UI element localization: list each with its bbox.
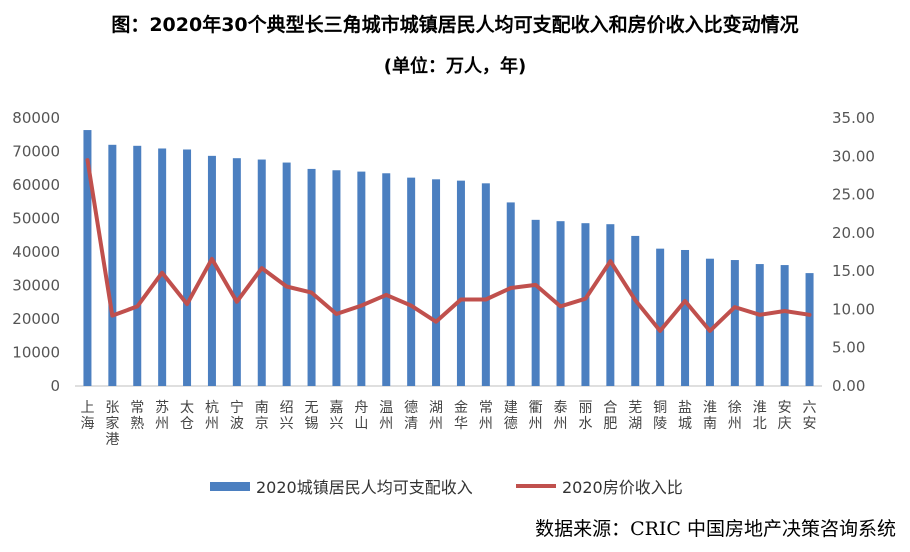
x-tick-label: 淮北: [753, 400, 767, 432]
bar: [432, 179, 441, 386]
x-tick-label: 南京: [255, 400, 269, 432]
y-left-tick-label: 20000: [12, 310, 60, 328]
x-tick-label: 衢州: [529, 399, 543, 432]
y-right-tick-label: 5.00: [832, 339, 865, 357]
y-right-tick-label: 10.00: [832, 300, 875, 318]
x-tick-label: 盐城: [678, 400, 692, 432]
data-source: 数据来源：CRIC 中国房地产决策咨询系统: [535, 518, 896, 540]
x-tick-label: 杭州: [205, 400, 219, 432]
bar: [606, 224, 615, 386]
bar: [158, 148, 167, 386]
x-tick-label: 温州: [379, 400, 393, 432]
x-tick-label: 铜陵: [653, 400, 667, 432]
bar: [755, 264, 764, 386]
x-tick-label: 常熟: [130, 400, 144, 432]
bar: [681, 249, 690, 386]
bar: [407, 177, 416, 386]
y-left-tick-label: 30000: [12, 277, 60, 295]
x-tick-label: 丽水: [578, 400, 592, 432]
x-tick-label: 宁波: [230, 399, 244, 432]
y-right-tick-label: 15.00: [832, 262, 875, 280]
chart-title: 图：2020年30个典型长三角城市城镇居民人均可支配收入和房价收入比变动情况: [111, 14, 799, 36]
bar: [531, 219, 540, 386]
bar: [556, 221, 565, 386]
bar: [183, 149, 192, 386]
x-tick-label: 上海: [80, 400, 94, 432]
legend-item-ratio: 2020房价收入比: [516, 474, 683, 498]
bar: [108, 144, 117, 386]
bar: [481, 183, 490, 386]
x-tick-label: 嘉兴: [329, 400, 343, 432]
bar: [357, 171, 366, 386]
bar: [207, 155, 216, 386]
x-tick-label: 绍兴: [280, 400, 294, 432]
x-tick-label: 六安: [803, 400, 817, 432]
x-tick-label: 泰州: [554, 400, 568, 432]
x-tick-label: 常州: [479, 400, 493, 432]
x-tick-label: 芜湖: [628, 399, 642, 432]
x-tick-label: 合肥: [603, 400, 617, 432]
y-left-tick-label: 50000: [12, 210, 60, 228]
bar: [307, 168, 316, 386]
y-right-tick-label: 20.00: [832, 224, 875, 242]
x-tick-label: 张家港: [105, 400, 119, 448]
legend: 2020城镇居民人均可支配收入 2020房价收入比: [0, 470, 910, 500]
bar: [133, 145, 142, 386]
x-tick-label: 金华: [454, 400, 468, 432]
y-right-tick-label: 30.00: [832, 147, 875, 165]
combo-chart: 0 10000 20000 30000 40000 50000 60000 70000 8000…: [12, 109, 875, 448]
bar: [805, 273, 814, 386]
x-tick-label: 安庆: [778, 400, 792, 432]
bar: [257, 159, 266, 386]
x-tick-label: 徐州: [728, 400, 742, 432]
bar: [581, 223, 590, 386]
bar: [382, 173, 391, 386]
x-tick-label: 建德: [504, 400, 518, 432]
bar: [332, 170, 341, 386]
bar: [83, 130, 92, 386]
bar: [506, 202, 515, 386]
bar: [456, 180, 465, 386]
y-left-tick-label: 70000: [12, 143, 60, 161]
x-tick-label: 苏州: [155, 400, 169, 432]
legend-swatch-bar: [210, 481, 250, 491]
x-tick-label: 太仓: [180, 400, 194, 432]
bar: [780, 265, 789, 386]
y-left-tick-label: 10000: [12, 344, 60, 362]
bar: [282, 162, 291, 386]
legend-swatch-line: [516, 484, 556, 488]
y-right-tick-label: 35.00: [832, 109, 875, 127]
legend-item-income: 2020城镇居民人均可支配收入: [210, 474, 473, 498]
y-left-tick-label: 0: [50, 377, 60, 395]
ratio-line: [85, 158, 812, 333]
y-right-tick-label: 25.00: [832, 186, 875, 204]
bar: [232, 158, 241, 386]
bar: [631, 235, 640, 386]
y-left-tick-label: 60000: [12, 176, 60, 194]
y-left-tick-label: 40000: [12, 243, 60, 261]
x-tick-label: 无锡: [305, 400, 319, 432]
legend-label-ratio: 2020房价收入比: [562, 478, 683, 497]
x-tick-label: 舟山: [354, 400, 368, 432]
chart-subtitle: (单位：万人，年): [383, 56, 527, 77]
bar: [705, 258, 714, 386]
x-tick-label: 德清: [404, 400, 418, 432]
bar: [656, 248, 665, 386]
y-right-tick-label: 0.00: [832, 377, 865, 395]
legend-label-income: 2020城镇居民人均可支配收入: [256, 478, 473, 497]
y-left-tick-label: 80000: [12, 109, 60, 127]
bar: [730, 260, 739, 386]
x-tick-label: 淮南: [703, 400, 717, 432]
x-tick-label: 湖州: [429, 400, 443, 432]
